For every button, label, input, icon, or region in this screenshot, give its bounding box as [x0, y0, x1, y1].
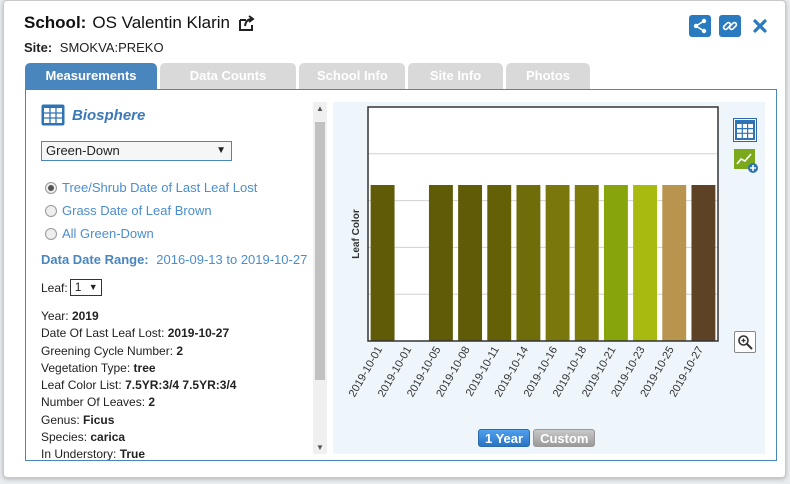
bar	[574, 185, 599, 341]
caret-down-icon: ▼	[88, 282, 98, 292]
tab-measurements[interactable]: Measurements	[25, 63, 157, 89]
school-title: School: OS Valentin Klarin	[24, 13, 256, 33]
tab-site-info[interactable]: Site Info	[408, 63, 503, 89]
table-icon	[41, 104, 65, 126]
detail-row: Number Of Leaves: 2	[41, 395, 156, 410]
leaf-select-value: 1	[74, 280, 82, 294]
scroll-up-icon[interactable]: ▲	[316, 104, 324, 113]
leaf-color-chart: 2019-10-012019-10-012019-10-052019-10-08…	[347, 106, 719, 399]
measurement-details: Year: 2019 Date Of Last Leaf Lost: 2019-…	[41, 308, 236, 460]
y-axis-label: Leaf Color	[351, 209, 362, 259]
table-view-icon[interactable]	[733, 118, 757, 142]
section-title: Biosphere	[72, 106, 146, 124]
range-buttons: 1 Year Custom	[478, 429, 596, 447]
detail-row: Species: carica	[41, 430, 126, 445]
bar	[691, 185, 716, 341]
bar	[516, 185, 541, 341]
detail-row: Year: 2019	[41, 309, 99, 323]
bar	[545, 185, 570, 341]
site-popup: School: OS Valentin Klarin Site: SMOKVA:…	[3, 0, 786, 478]
radio-label: Grass Date of Leaf Brown	[62, 203, 212, 218]
detail-row: Genus: Ficus	[41, 412, 115, 427]
bar	[370, 185, 395, 341]
sidebar-scrollbar[interactable]: ▲ ▼	[313, 102, 327, 454]
date-range: Data Date Range: 2016-09-13 to 2019-10-2…	[41, 252, 307, 267]
radio-label: All Green-Down	[62, 226, 154, 241]
leaf-label: Leaf:	[41, 280, 68, 295]
scrollbar-thumb[interactable]	[315, 122, 325, 380]
section-header: Biosphere	[41, 104, 145, 126]
custom-button[interactable]: Custom	[533, 429, 596, 447]
site-label: Site:	[24, 40, 53, 55]
radio-grass-leaf-brown[interactable]: Grass Date of Leaf Brown	[45, 199, 257, 222]
radio-last-leaf-lost[interactable]: Tree/Shrub Date of Last Leaf Lost	[45, 176, 257, 199]
bar	[428, 185, 453, 341]
radio-label: Tree/Shrub Date of Last Leaf Lost	[62, 180, 258, 195]
bar	[633, 185, 658, 341]
one-year-button[interactable]: 1 Year	[478, 429, 531, 447]
link-icon[interactable]	[719, 15, 741, 37]
school-label: School:	[24, 13, 87, 32]
chart-area: 2019-10-01 2019-10-01 2019-10-05 2019-10-08…	[333, 102, 765, 454]
bar	[662, 185, 687, 341]
leaf-select[interactable]: 1 ▼	[69, 279, 102, 296]
plot-background	[368, 107, 718, 341]
zoom-icon[interactable]	[734, 331, 756, 353]
detail-row: Leaf Color List: 7.5YR:3/4 7.5YR:3/4	[41, 378, 237, 393]
share-icon[interactable]	[689, 15, 711, 37]
radio-button-icon[interactable]	[45, 227, 57, 240]
detail-row: Date Of Last Leaf Lost: 2019-10-27	[41, 326, 230, 341]
tab-data-counts[interactable]: Data Counts	[160, 63, 296, 89]
detail-row: In Understory: True	[41, 447, 146, 460]
detail-row: Greening Cycle Number: 2	[41, 343, 184, 358]
external-link-icon[interactable]	[238, 14, 256, 32]
site-name: SMOKVA:PREKO	[59, 40, 164, 55]
caret-down-icon: ▼	[216, 145, 226, 156]
chart-tools	[733, 118, 758, 173]
date-range-label: Data Date Range:	[41, 252, 149, 267]
detail-row: Vegetation Type: tree	[41, 360, 156, 375]
bar	[487, 185, 512, 341]
plot-border	[367, 106, 719, 342]
measurement-radio-group: Tree/Shrub Date of Last Leaf Lost Grass …	[45, 176, 257, 245]
radio-button-icon[interactable]	[45, 181, 57, 194]
tab-photos[interactable]: Photos	[506, 63, 590, 89]
radio-all-green-down[interactable]: All Green-Down	[45, 222, 257, 245]
protocol-select[interactable]: Green-Down ▼	[41, 141, 232, 161]
tab-school-info[interactable]: School Info	[299, 63, 405, 89]
bar	[603, 185, 628, 341]
radio-button-icon[interactable]	[45, 204, 57, 217]
close-icon[interactable]	[749, 15, 771, 37]
school-name: OS Valentin Klarin	[92, 13, 230, 32]
scroll-down-icon[interactable]: ▼	[316, 443, 324, 452]
measurements-panel: Biosphere Green-Down ▼ Tree/Shrub Date o…	[25, 89, 777, 461]
leaf-selector: Leaf: 1 ▼	[41, 279, 102, 296]
add-graph-icon[interactable]	[733, 148, 758, 173]
protocol-select-value: Green-Down	[46, 143, 120, 158]
popup-toolbar	[689, 15, 771, 37]
measurement-sidebar: Biosphere Green-Down ▼ Tree/Shrub Date o…	[26, 90, 312, 460]
tab-bar: Measurements Data Counts School Info Sit…	[25, 63, 590, 89]
bar	[458, 185, 483, 341]
date-range-value: 2016-09-13 to 2019-10-27	[156, 252, 308, 267]
site-line: Site: SMOKVA:PREKO	[24, 40, 164, 55]
